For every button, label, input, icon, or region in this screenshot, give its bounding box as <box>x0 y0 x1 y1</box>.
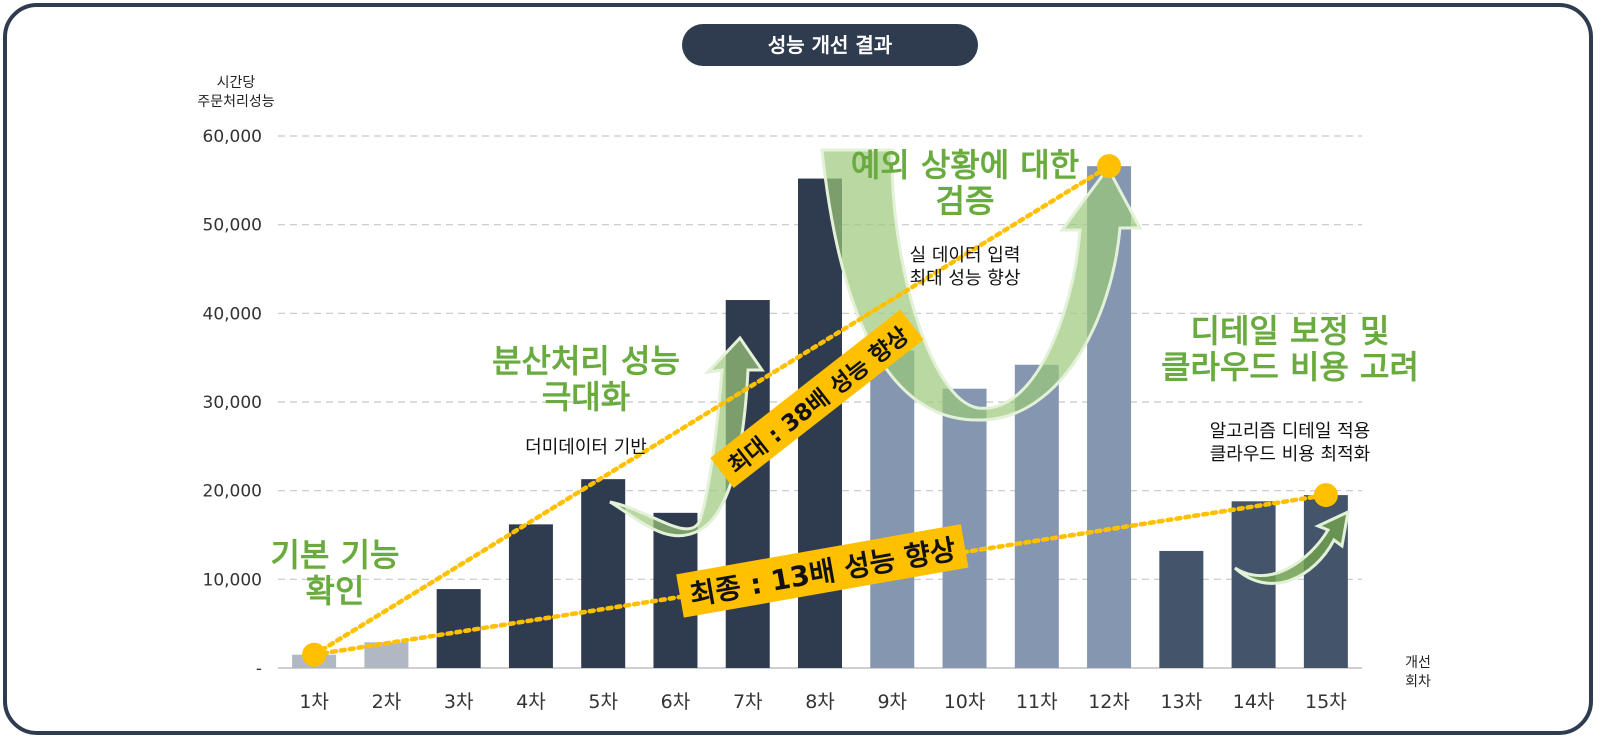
arrow-right-icon <box>1233 509 1350 585</box>
y-tick-label: 20,000 <box>203 482 262 502</box>
y-axis-label: 시간당 주문처리성능 <box>197 75 275 110</box>
x-tick-label: 3차 <box>444 691 474 713</box>
bar <box>508 524 553 668</box>
x-tick-label: 12차 <box>1088 691 1130 713</box>
x-tick-label: 6차 <box>661 691 691 713</box>
x-tick-label: 2차 <box>372 691 402 713</box>
y-tick-label: 50,000 <box>203 216 262 236</box>
arrow-up-icon <box>609 335 765 538</box>
x-tick-label: 5차 <box>588 691 618 713</box>
annotation-note-2: 더미데이터 기반 <box>525 437 647 458</box>
trend-end-marker <box>1313 483 1338 508</box>
x-tick-label: 13차 <box>1160 691 1202 713</box>
x-tick-label: 10차 <box>944 691 986 713</box>
x-tick-label: 8차 <box>805 691 835 713</box>
y-tick-label: - <box>256 659 262 679</box>
chart-title: 성능 개선 결과 <box>682 24 978 66</box>
annotation-note-4: 알고리즘 디테일 적용 클라우드 비용 최적화 <box>1209 421 1371 466</box>
x-tick-label: 4차 <box>516 691 546 713</box>
x-tick-label: 14차 <box>1233 691 1275 713</box>
annotation-heading-1: 기본 기능 확인 <box>270 536 400 610</box>
y-tick-label: 60,000 <box>203 127 262 147</box>
bar <box>581 479 626 668</box>
y-tick-label: 10,000 <box>203 570 262 590</box>
x-tick-label: 1차 <box>299 691 329 713</box>
trend-start-marker <box>302 642 327 667</box>
bar <box>870 350 915 668</box>
annotation-heading-4: 디테일 보정 및 클라우드 비용 고려 <box>1161 312 1419 386</box>
trend-end-marker <box>1097 154 1122 179</box>
x-tick-label: 7차 <box>733 691 763 713</box>
trend-line <box>311 163 1112 657</box>
y-tick-label: 30,000 <box>203 393 262 413</box>
annotation-heading-2: 분산처리 성능 극대화 <box>492 342 680 416</box>
bar <box>1014 364 1059 668</box>
x-axis-label: 개선 회차 <box>1405 655 1431 690</box>
x-tick-label: 9차 <box>877 691 907 713</box>
bar <box>1159 550 1204 668</box>
y-tick-label: 40,000 <box>203 304 262 324</box>
x-tick-label: 15차 <box>1305 691 1347 713</box>
x-tick-label: 11차 <box>1016 691 1058 713</box>
annotation-heading-3: 예외 상황에 대한 검증 <box>850 146 1080 220</box>
annotation-note-3: 실 데이터 입력 최대 성능 향상 <box>909 245 1021 290</box>
